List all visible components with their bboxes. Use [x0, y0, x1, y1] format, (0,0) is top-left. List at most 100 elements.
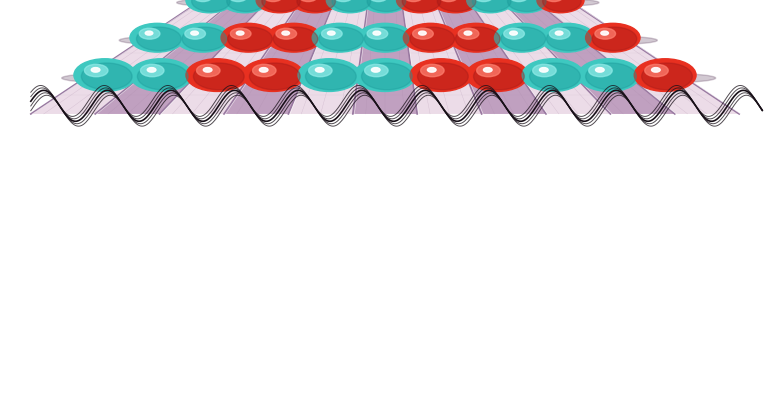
Ellipse shape [210, 36, 293, 44]
Ellipse shape [527, 0, 599, 6]
Circle shape [291, 0, 338, 13]
Circle shape [221, 23, 276, 52]
Circle shape [510, 31, 517, 35]
Circle shape [236, 31, 244, 35]
Circle shape [549, 28, 570, 39]
Circle shape [229, 0, 247, 2]
Circle shape [651, 68, 660, 72]
Circle shape [321, 28, 342, 39]
Circle shape [228, 27, 273, 50]
Circle shape [644, 64, 668, 77]
Circle shape [192, 0, 230, 11]
Polygon shape [31, 0, 350, 114]
Circle shape [316, 68, 324, 72]
Circle shape [419, 31, 427, 35]
Ellipse shape [286, 74, 380, 83]
Circle shape [507, 0, 546, 11]
Circle shape [326, 0, 373, 13]
Polygon shape [289, 0, 381, 114]
Circle shape [361, 0, 409, 13]
Circle shape [403, 23, 458, 52]
Circle shape [578, 59, 640, 92]
Circle shape [242, 59, 304, 92]
Polygon shape [389, 0, 481, 114]
Circle shape [327, 31, 335, 35]
Ellipse shape [174, 74, 267, 83]
Circle shape [136, 27, 181, 50]
Circle shape [474, 63, 524, 90]
Ellipse shape [177, 0, 248, 6]
Circle shape [139, 28, 160, 39]
Circle shape [364, 64, 388, 77]
Ellipse shape [212, 0, 283, 6]
Polygon shape [404, 0, 611, 114]
Circle shape [417, 63, 468, 90]
Circle shape [92, 68, 100, 72]
Ellipse shape [575, 36, 658, 44]
Circle shape [185, 28, 206, 39]
Circle shape [373, 31, 380, 35]
Circle shape [530, 63, 581, 90]
Ellipse shape [398, 74, 491, 83]
Polygon shape [95, 0, 358, 114]
Ellipse shape [423, 0, 494, 6]
Circle shape [203, 68, 212, 72]
Circle shape [475, 0, 493, 2]
Circle shape [555, 31, 563, 35]
Circle shape [130, 59, 192, 92]
Circle shape [522, 59, 584, 92]
Circle shape [334, 0, 352, 2]
Circle shape [592, 27, 637, 50]
Circle shape [455, 27, 500, 50]
Circle shape [276, 28, 296, 39]
Circle shape [641, 63, 692, 90]
Circle shape [427, 68, 436, 72]
Ellipse shape [317, 0, 388, 6]
Polygon shape [353, 0, 417, 114]
Circle shape [196, 64, 220, 77]
Circle shape [354, 59, 416, 92]
Circle shape [191, 31, 199, 35]
Circle shape [264, 0, 282, 2]
Circle shape [253, 64, 276, 77]
Circle shape [186, 0, 233, 13]
Circle shape [533, 64, 556, 77]
Circle shape [312, 23, 367, 52]
Circle shape [259, 68, 268, 72]
Circle shape [586, 23, 640, 52]
Circle shape [221, 0, 268, 13]
Circle shape [547, 27, 591, 50]
Ellipse shape [342, 74, 436, 83]
Circle shape [537, 0, 584, 13]
Circle shape [595, 68, 604, 72]
Circle shape [319, 27, 363, 50]
Polygon shape [224, 0, 373, 114]
Ellipse shape [247, 0, 318, 6]
Circle shape [458, 28, 479, 39]
Circle shape [309, 64, 332, 77]
Circle shape [494, 23, 549, 52]
Circle shape [402, 0, 440, 11]
Ellipse shape [230, 74, 323, 83]
Circle shape [586, 63, 636, 90]
Circle shape [298, 59, 360, 92]
Circle shape [540, 23, 594, 52]
Ellipse shape [118, 74, 212, 83]
Circle shape [282, 31, 290, 35]
Circle shape [146, 31, 152, 35]
Circle shape [540, 68, 548, 72]
Circle shape [473, 0, 511, 11]
Ellipse shape [566, 74, 660, 83]
Ellipse shape [454, 74, 547, 83]
Ellipse shape [493, 0, 564, 6]
Circle shape [634, 59, 696, 92]
Ellipse shape [622, 74, 715, 83]
Ellipse shape [438, 36, 521, 44]
Circle shape [464, 31, 472, 35]
Ellipse shape [484, 36, 566, 44]
Ellipse shape [529, 36, 611, 44]
Polygon shape [159, 0, 366, 114]
Circle shape [85, 64, 108, 77]
Circle shape [404, 0, 423, 2]
Ellipse shape [347, 36, 430, 44]
